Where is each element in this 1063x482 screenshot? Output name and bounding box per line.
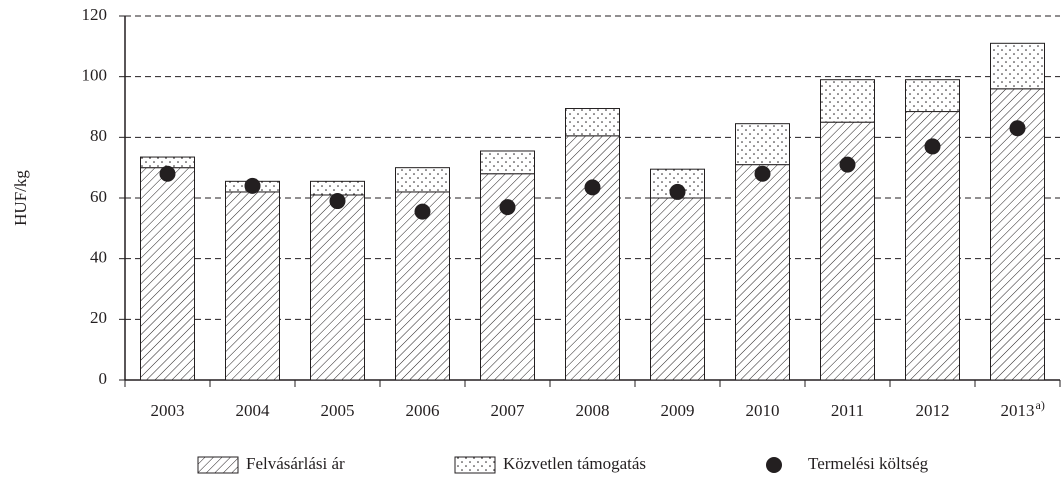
y-tick-label: 100 [82, 66, 108, 85]
y-tick-label: 40 [90, 248, 107, 267]
x-tick-label: 2013 [1001, 401, 1035, 420]
cost-point [414, 203, 431, 220]
bar-segment [650, 197, 705, 381]
x-tick-label: 2009 [661, 401, 695, 420]
cost-point [244, 177, 261, 194]
cost-point [669, 183, 686, 200]
bar-segment [140, 167, 195, 381]
bar-segment [905, 111, 960, 381]
bar-segment [905, 79, 960, 113]
legend-label: Felvásárlási ár [246, 454, 345, 473]
x-tick-label: 2004 [236, 401, 271, 420]
bar-segment [310, 194, 365, 381]
cost-point [924, 138, 941, 155]
bar-segment [990, 42, 1045, 90]
cost-point [584, 179, 601, 196]
category-note: a) [1036, 398, 1045, 412]
cost-point [754, 165, 771, 182]
x-tick-label: 2003 [151, 401, 185, 420]
cost-point [1009, 120, 1026, 137]
y-tick-label: 80 [90, 126, 107, 145]
cost-point [329, 193, 346, 210]
legend-label: Közvetlen támogatás [503, 454, 646, 473]
legend-label: Termelési költség [808, 454, 929, 473]
bar-segment [225, 191, 280, 381]
bar-segment [395, 167, 450, 193]
x-tick-label: 2005 [321, 401, 355, 420]
x-tick-label: 2008 [576, 401, 610, 420]
legend-marker [454, 456, 496, 474]
y-tick-label: 0 [99, 369, 108, 388]
y-tick-label: 60 [90, 187, 107, 206]
x-tick-label: 2010 [746, 401, 780, 420]
x-tick-label: 2012 [916, 401, 950, 420]
bar-segment [565, 135, 620, 381]
bar-segment [820, 79, 875, 123]
bar-segment [395, 191, 450, 381]
legend-marker [766, 457, 782, 473]
cost-point [159, 165, 176, 182]
x-tick-label: 2007 [491, 401, 526, 420]
bar-segment [310, 180, 365, 196]
cost-point [839, 156, 856, 173]
x-tick-label: 2006 [406, 401, 440, 420]
bar-segment [480, 150, 535, 175]
bar-segment [990, 88, 1045, 381]
y-tick-label: 20 [90, 308, 107, 327]
bar-segment [735, 164, 790, 381]
y-axis-label: HUF/kg [11, 170, 30, 226]
y-tick-label: 120 [82, 5, 108, 24]
cost-point [499, 199, 516, 216]
x-tick-label: 2011 [831, 401, 864, 420]
bar-segment [735, 123, 790, 166]
legend-marker [197, 456, 239, 474]
bar-segment [565, 108, 620, 137]
